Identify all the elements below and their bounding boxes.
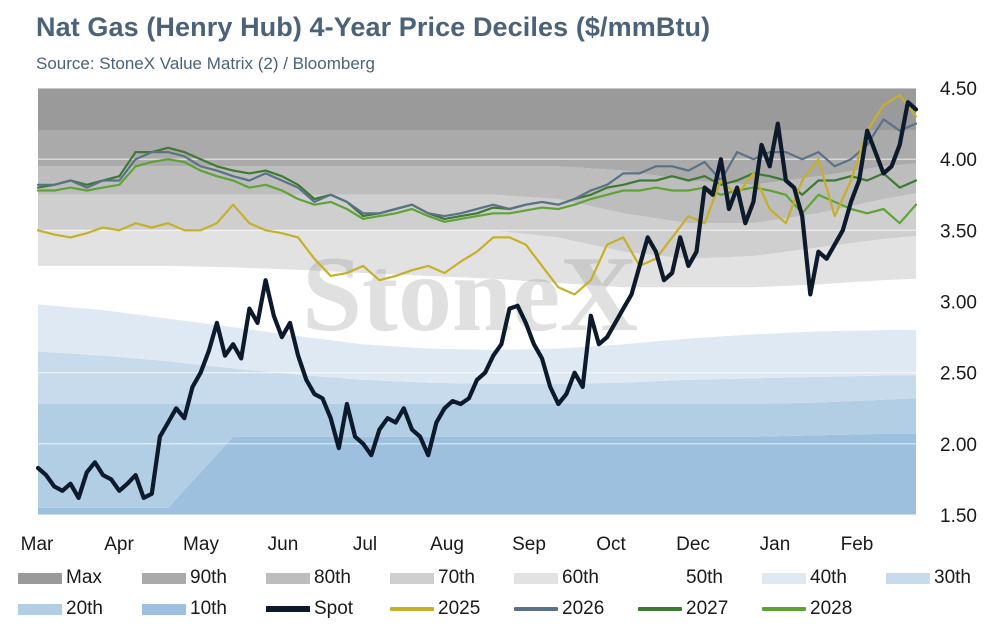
legend-swatch [18,603,62,615]
band-20th [38,398,916,508]
legend-item-40th: 40th [762,566,847,590]
band-40th [38,304,916,385]
legend-item-2026: 2026 [514,597,604,621]
band-50th [38,265,916,350]
legend-item-2028: 2028 [762,597,852,621]
y-tick-label: 2.50 [940,364,977,385]
series-lines [35,93,919,500]
legend-label: 2025 [438,598,481,619]
band-max [38,88,916,131]
y-tick-label: 3.50 [940,221,977,242]
legend-label: 70th [438,567,475,588]
y-axis-labels: 4.50 4.00 3.50 3.00 2.50 2.00 1.50 [940,79,977,527]
x-tick-label: Jan [760,534,791,555]
series-line-2027 [36,146,918,220]
y-tick-label: 2.00 [940,435,977,456]
legend-label: 20th [66,598,103,619]
legend-swatch [142,572,186,584]
legend-swatch [638,572,682,584]
legend-swatch [266,606,310,612]
x-tick-label: Dec [676,534,710,555]
legend-item-10th: 10th [142,597,227,621]
legend-swatch [762,607,806,611]
legend-label: 50th [686,567,723,588]
legend-label: 10th [190,598,227,619]
legend-label: 2027 [686,598,729,619]
legend-label: 60th [562,567,599,588]
x-tick-label: Mar [21,534,54,555]
band-80th [38,163,916,224]
legend-swatch [18,572,62,584]
legend-label: Max [66,567,102,588]
legend-label: 80th [314,567,351,588]
series-line-2026 [36,118,918,218]
legend-item-2027: 2027 [638,597,728,621]
band-10th [38,433,916,515]
legend-swatch [390,607,434,611]
legend-item-80th: 80th [266,566,351,590]
legend-swatch [638,607,682,611]
x-tick-label: Aug [430,534,464,555]
legend-item-20th: 20th [18,597,103,621]
x-axis-labels: Mar Apr May Jun Jul Aug Sep Oct Dec Jan Feb [21,534,874,555]
legend-item-max: Max [18,566,102,590]
x-tick-label: Sep [512,534,546,555]
legend-swatch [390,572,434,584]
series-line-spot [35,100,919,500]
legend-item-2025: 2025 [390,597,480,621]
legend-label: Spot [314,598,354,619]
legend-item-50th: 50th [638,566,723,590]
legend-item-spot: Spot [266,597,353,621]
decile-bands [38,88,916,515]
y-tick-label: 4.50 [940,79,977,100]
y-tick-label: 1.50 [940,506,977,527]
x-tick-label: May [183,534,219,555]
legend-item-30th: 30th [886,566,971,590]
legend-label: 2028 [810,598,853,619]
x-tick-label: Feb [841,534,874,555]
series-line-2025 [36,93,918,296]
band-60th [38,230,916,288]
x-tick-label: Jul [353,534,377,555]
band-90th [38,130,916,185]
chart-title: Nat Gas (Henry Hub) 4-Year Price Deciles… [36,12,711,42]
legend-swatch [142,603,186,615]
legend-swatch [762,572,806,584]
legend-label: 30th [934,567,971,588]
y-tick-label: 4.00 [940,150,977,171]
chart-subtitle: Source: StoneX Value Matrix (2) / Bloomb… [36,54,375,73]
legend-swatch [266,572,310,584]
legend-item-60th: 60th [514,566,599,590]
x-tick-label: Jun [268,534,299,555]
x-tick-label: Apr [104,534,134,555]
legend-item-70th: 70th [390,566,475,590]
legend-swatch [514,572,558,584]
legend-swatch [886,572,930,584]
legend-label: 40th [810,567,847,588]
legend-label: 2026 [562,598,605,619]
band-30th [38,351,916,404]
legend-label: 90th [190,567,227,588]
legend-swatch [514,607,558,611]
series-line-2028 [36,158,918,225]
legend-item-90th: 90th [142,566,227,590]
y-tick-label: 3.00 [940,293,977,314]
x-tick-label: Oct [596,534,626,555]
